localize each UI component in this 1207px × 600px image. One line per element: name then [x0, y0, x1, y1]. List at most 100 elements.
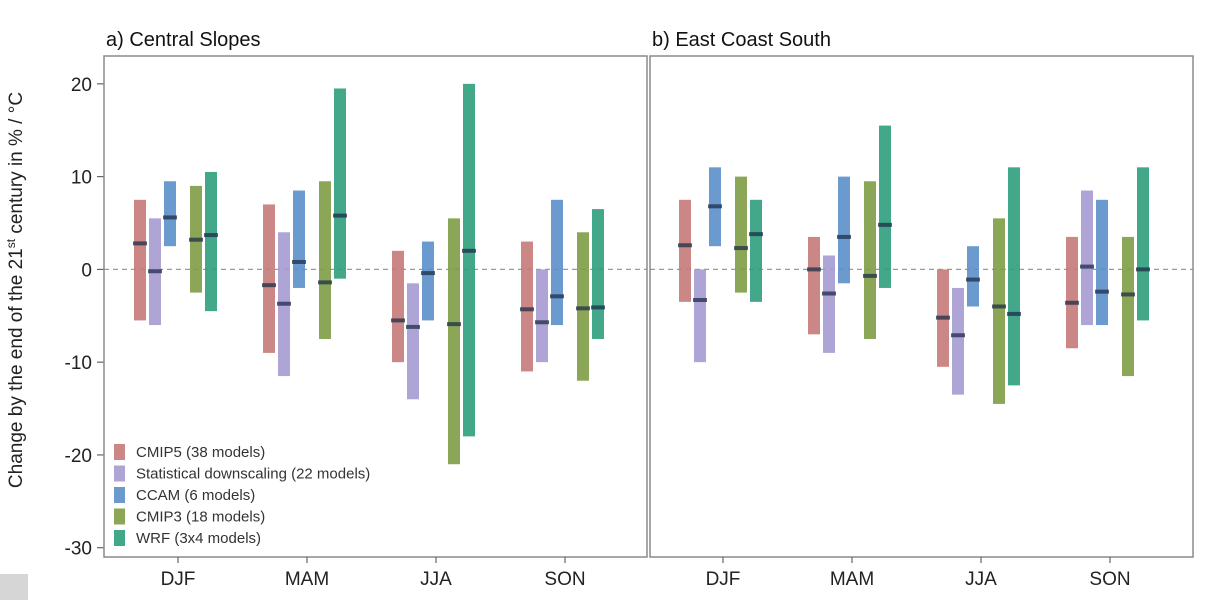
legend-swatch	[114, 465, 125, 482]
range-bar	[993, 218, 1005, 404]
median-mark	[1095, 289, 1109, 294]
y-axis: 20 10 0 -10 -20 -30	[65, 75, 104, 560]
range-bar	[1096, 199, 1108, 326]
panel-title: b) East Coast South	[652, 29, 831, 51]
panel-title: a) Central Slopes	[106, 29, 261, 51]
x-tick-label: JJA	[965, 569, 997, 590]
median-mark	[807, 267, 821, 272]
legend-swatch	[114, 508, 125, 525]
median-mark	[1080, 264, 1094, 269]
median-mark	[391, 318, 405, 323]
range-bar	[808, 236, 820, 335]
y-tick-label: -10	[65, 353, 92, 374]
range-bar	[521, 241, 533, 372]
x-tick-label: DJF	[706, 569, 741, 590]
median-mark	[262, 283, 276, 288]
legend: CMIP5 (38 models) Statistical downscaling…	[114, 444, 370, 547]
median-mark	[693, 298, 707, 303]
range-bar	[592, 209, 604, 339]
range-bar	[879, 125, 891, 288]
range-bar	[838, 176, 850, 284]
median-mark	[421, 271, 435, 276]
y-tick-label: -20	[65, 446, 92, 467]
median-mark	[591, 305, 605, 310]
range-bar	[1137, 167, 1149, 321]
range-bar	[679, 199, 691, 302]
median-mark	[535, 320, 549, 325]
legend-entry: WRF (3x4 models)	[136, 530, 261, 547]
median-mark	[447, 322, 461, 327]
median-mark	[292, 259, 306, 264]
x-tick-label: SON	[544, 569, 585, 590]
median-mark	[951, 333, 965, 338]
range-bar	[750, 199, 762, 302]
range-bar	[735, 176, 747, 293]
median-mark	[837, 234, 851, 239]
range-bar	[1066, 236, 1078, 349]
median-mark	[1007, 311, 1021, 316]
range-bar	[164, 181, 176, 247]
median-mark	[133, 241, 147, 246]
y-tick-label: 20	[71, 75, 92, 96]
x-tick-label: JJA	[420, 569, 452, 590]
range-bar	[864, 181, 876, 339]
legend-swatch	[114, 487, 125, 503]
range-bar	[551, 199, 563, 326]
range-bar	[293, 190, 305, 288]
median-mark	[708, 204, 722, 209]
corner-mark	[0, 574, 28, 600]
legend-entry: CCAM (6 models)	[136, 487, 255, 504]
legend-entry: Statistical downscaling (22 models)	[136, 466, 370, 483]
median-mark	[1136, 267, 1150, 272]
legend-entry: CMIP3 (18 models)	[136, 509, 265, 526]
y-tick-label: -30	[65, 539, 92, 560]
panel-frame	[649, 55, 1194, 558]
median-mark	[462, 248, 476, 253]
range-bar	[823, 255, 835, 353]
range-bar	[134, 199, 146, 321]
median-mark	[576, 306, 590, 311]
range-bar	[448, 218, 460, 465]
median-mark	[550, 294, 564, 299]
range-bar	[1122, 236, 1134, 377]
median-mark	[163, 215, 177, 220]
range-bar	[392, 250, 404, 363]
panel-b: b) East Coast South DJF MAM JJA SON	[649, 29, 1194, 590]
range-bar	[334, 88, 346, 279]
range-bar	[536, 269, 548, 363]
median-mark	[189, 237, 203, 242]
range-bar	[407, 283, 419, 400]
median-mark	[878, 222, 892, 227]
median-mark	[936, 315, 950, 320]
chart-panels: a) Central Slopes DJF MAM JJA SON b) East Coa…	[103, 29, 1194, 590]
range-bar	[952, 287, 964, 395]
median-mark	[1065, 300, 1079, 305]
median-mark	[749, 232, 763, 237]
median-mark	[992, 304, 1006, 309]
legend-entry: CMIP5 (38 models)	[136, 444, 265, 461]
range-bar	[205, 171, 217, 312]
median-mark	[204, 233, 218, 238]
y-tick-label: 10	[71, 168, 92, 189]
y-axis-label: Change by the end of the 21st century in…	[4, 92, 27, 488]
median-mark	[318, 280, 332, 285]
y-tick-label: 0	[81, 260, 92, 281]
median-mark	[1121, 292, 1135, 297]
range-bar	[319, 181, 331, 339]
x-tick-label: SON	[1089, 569, 1130, 590]
legend-swatch	[114, 530, 125, 546]
x-tick-label: MAM	[285, 569, 329, 590]
median-mark	[822, 291, 836, 296]
legend-swatch	[114, 444, 125, 460]
range-bar	[463, 83, 475, 437]
range-bar	[967, 246, 979, 307]
range-bar	[263, 204, 275, 353]
median-mark	[148, 269, 162, 274]
median-mark	[277, 301, 291, 306]
range-bar	[1008, 167, 1020, 386]
median-mark	[966, 277, 980, 282]
panel-a: a) Central Slopes DJF MAM JJA SON	[103, 29, 648, 590]
median-mark	[678, 243, 692, 248]
median-mark	[520, 307, 534, 312]
